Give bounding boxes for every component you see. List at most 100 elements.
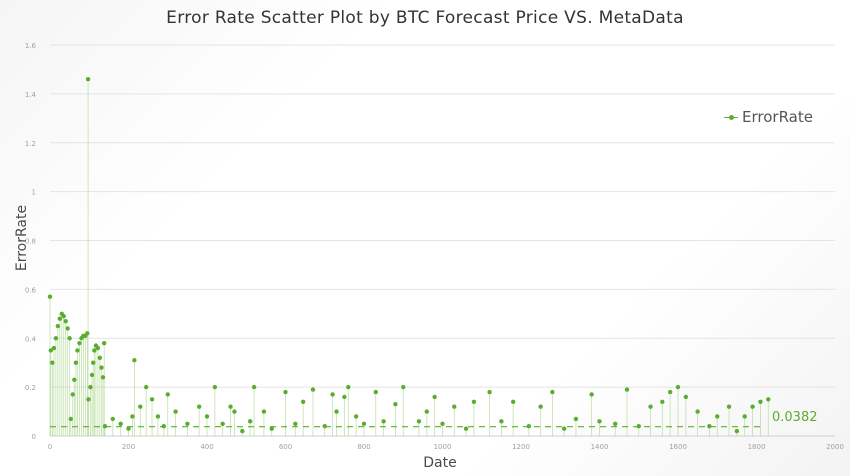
data-point [300,399,306,404]
data-point [85,331,90,336]
data-point [550,389,555,395]
data-point [85,77,91,82]
data-point [126,426,131,431]
x-tick-label: 1600 [669,443,687,451]
data-point [330,392,335,397]
data-point [726,404,732,409]
data-point [70,392,75,397]
data-point [138,404,143,409]
data-point [130,414,135,419]
data-point [77,340,82,346]
y-tick-label: 0 [32,433,36,441]
data-point [660,399,665,404]
data-point [334,409,339,414]
data-point [695,409,700,414]
y-axis-label: ErrorRate [14,204,30,272]
x-tick-label: 400 [200,443,213,451]
data-point [50,360,55,365]
x-tick-label: 0 [48,443,52,451]
data-point [353,414,359,419]
legend: ErrorRate [724,108,813,126]
x-axis-label: Date [423,455,457,471]
data-point [416,419,422,424]
data-point [155,414,161,419]
data-point [61,314,66,319]
y-tick-label: 0.8 [25,238,36,246]
data-point [102,424,108,429]
data-point [683,394,689,400]
data-point [361,421,367,426]
data-point [63,318,68,324]
data-point [401,384,406,390]
data-point [212,384,218,390]
data-point [597,419,602,424]
data-point [707,424,712,429]
data-point [766,397,771,402]
data-point [47,294,53,299]
data-point [487,389,492,395]
data-point [667,389,673,395]
x-tick-label: 200 [122,443,135,451]
grid-lines [50,44,835,437]
data-point [220,421,225,426]
data-point [624,387,630,392]
series-stems [49,79,769,436]
y-tick-labels: 0 0.2 0.4 0.6 0.8 1 1.2 1.4 1.6 [25,42,37,441]
x-tick-label: 1400 [591,443,609,451]
data-point [228,404,233,409]
data-point [57,316,63,321]
data-point [232,409,237,414]
y-tick-label: 1 [32,189,36,197]
data-point [261,409,267,414]
data-point [185,421,190,426]
data-point [97,355,103,360]
data-point [715,414,720,419]
data-point [373,389,378,395]
data-point [132,358,137,363]
chart-title: Error Rate Scatter Plot by BTC Forecast … [166,8,684,28]
data-point [648,404,653,409]
reference-line-label: 0.0382 [772,410,818,425]
data-point [92,348,97,353]
y-tick-label: 1.2 [25,140,36,148]
x-tick-label: 1800 [748,443,766,451]
data-point [149,397,155,402]
data-point [538,404,543,409]
data-point [424,409,429,414]
data-point [65,326,70,331]
data-point [90,360,96,365]
data-point [750,404,755,409]
data-point [75,348,80,353]
data-point [381,419,386,424]
data-point [742,414,747,419]
data-point [100,375,106,380]
data-point [613,421,618,426]
data-point [293,421,298,426]
x-tick-label: 1200 [512,443,530,451]
data-point [452,404,457,409]
y-tick-label: 1.4 [25,91,37,99]
data-point [471,399,477,404]
data-point [72,377,77,382]
data-point [86,397,91,402]
x-tick-label: 800 [357,443,370,451]
data-point [73,360,79,365]
data-point [675,384,681,390]
data-point [342,394,347,400]
data-point [67,336,72,341]
data-point [322,424,327,429]
legend-marker-icon [724,110,738,124]
data-point [48,348,53,353]
data-point [95,345,101,351]
data-point [393,402,398,407]
x-tick-label: 600 [279,443,292,451]
data-point [251,384,257,390]
data-point [55,323,61,329]
data-point [53,336,59,341]
data-point [240,428,245,434]
data-point [440,421,445,426]
data-point [346,384,351,390]
data-point [173,409,178,414]
series-points [47,77,771,434]
